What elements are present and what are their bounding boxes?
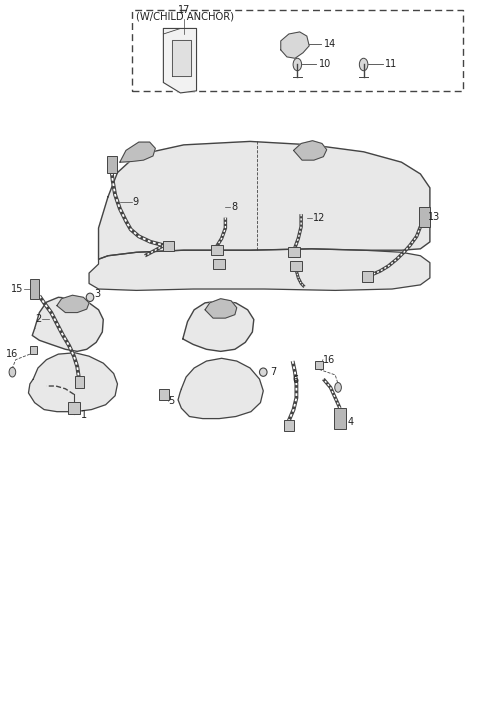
Bar (315, 361, 323, 369)
Text: 16: 16 (324, 355, 336, 364)
Polygon shape (178, 358, 263, 418)
Text: 17: 17 (178, 5, 190, 15)
Bar (213, 259, 225, 270)
Text: 11: 11 (385, 60, 397, 69)
Text: 14: 14 (324, 39, 336, 49)
Polygon shape (28, 353, 118, 411)
Text: 13: 13 (428, 212, 440, 222)
Text: 10: 10 (319, 60, 331, 69)
Bar (284, 420, 294, 431)
Bar (68, 402, 80, 414)
Polygon shape (120, 142, 156, 162)
Text: 7: 7 (270, 367, 276, 377)
Ellipse shape (260, 368, 267, 376)
Text: 4: 4 (348, 417, 354, 427)
Bar (75, 376, 84, 388)
Circle shape (335, 383, 341, 392)
Text: 1: 1 (81, 410, 87, 420)
Polygon shape (32, 298, 103, 352)
Polygon shape (57, 296, 89, 312)
Polygon shape (281, 32, 309, 58)
Bar (290, 261, 302, 272)
Bar (30, 279, 39, 299)
Bar (211, 245, 223, 256)
Text: 3: 3 (95, 289, 101, 299)
Circle shape (9, 367, 16, 377)
Circle shape (293, 58, 301, 71)
Text: 8: 8 (231, 202, 237, 212)
Text: 2: 2 (36, 314, 42, 324)
Text: 16: 16 (6, 349, 18, 359)
Bar (107, 156, 117, 173)
Bar (362, 272, 372, 282)
Polygon shape (89, 249, 430, 291)
Text: 15: 15 (12, 284, 24, 294)
Ellipse shape (86, 293, 94, 301)
Polygon shape (205, 299, 237, 318)
Polygon shape (294, 140, 327, 160)
Text: 12: 12 (312, 213, 325, 223)
Bar (159, 389, 169, 400)
Bar (288, 247, 300, 258)
Polygon shape (172, 39, 191, 76)
Bar (419, 207, 430, 227)
Polygon shape (163, 29, 196, 93)
Text: 9: 9 (132, 197, 139, 206)
Text: (W/CHILD ANCHOR): (W/CHILD ANCHOR) (136, 12, 234, 22)
Bar (163, 241, 174, 251)
Circle shape (360, 58, 368, 71)
Bar (30, 346, 37, 354)
Bar (334, 408, 346, 429)
Text: 6: 6 (293, 376, 299, 385)
Polygon shape (98, 141, 430, 259)
Polygon shape (183, 300, 254, 352)
Text: 5: 5 (168, 396, 175, 406)
